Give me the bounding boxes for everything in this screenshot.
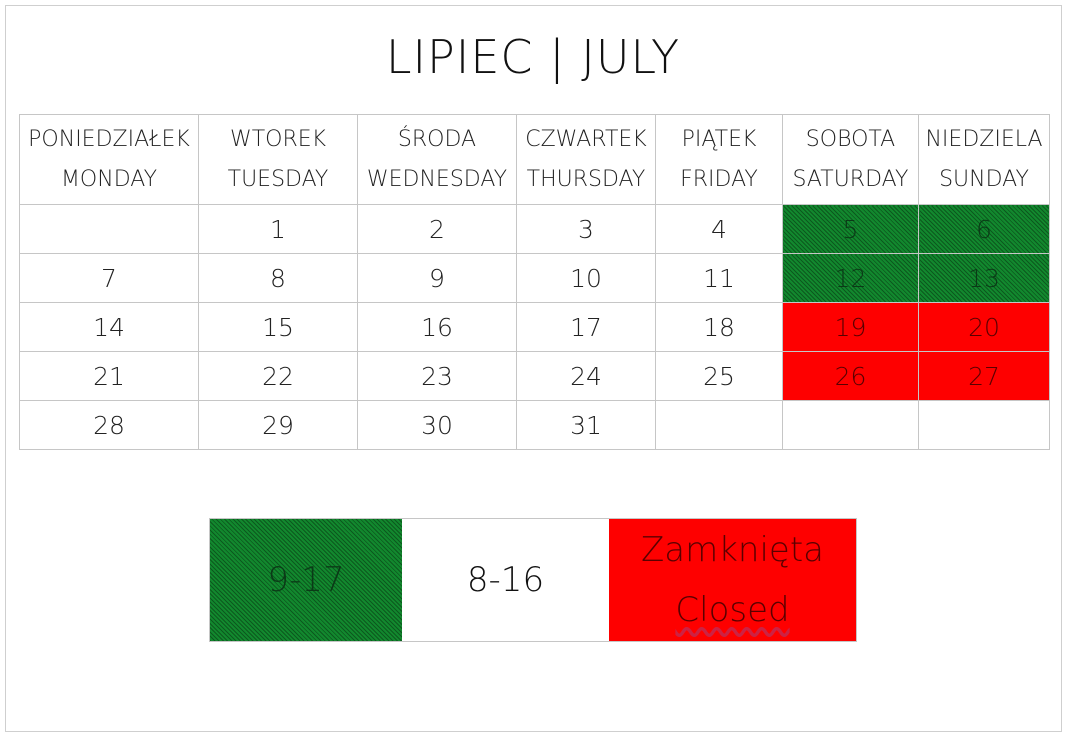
calendar-table: PONIEDZIAŁEK MONDAY WTOREK TUESDAY ŚRODA WE… (19, 114, 1050, 450)
legend-closed-pl: Zamknięta (640, 530, 824, 570)
day-cell: 30 (357, 400, 517, 450)
day-cell: 25 (655, 351, 783, 401)
day-cell: 23 (357, 351, 517, 401)
day-cell: 8 (198, 253, 358, 303)
header-monday: PONIEDZIAŁEK MONDAY (19, 114, 199, 205)
day-cell: 20 (918, 302, 1050, 352)
day-cell: 17 (516, 302, 656, 352)
day-cell: 5 (782, 204, 919, 254)
day-cell: 18 (655, 302, 783, 352)
page-title: LIPIEC | JULY (385, 30, 681, 84)
day-cell: 26 (782, 351, 919, 401)
header-saturday: SOBOTA SATURDAY (782, 114, 919, 205)
calendar-week-row: 21 22 23 24 25 26 27 (19, 351, 1050, 401)
legend-weekend-hours: 9-17 (210, 519, 402, 641)
day-cell: 11 (655, 253, 783, 303)
header-thursday: CZWARTEK THURSDAY (516, 114, 656, 205)
day-cell: 2 (357, 204, 517, 254)
day-cell (782, 400, 919, 450)
day-cell: 28 (19, 400, 199, 450)
calendar-week-row: 14 15 16 17 18 19 20 (19, 302, 1050, 352)
day-cell: 10 (516, 253, 656, 303)
day-cell: 29 (198, 400, 358, 450)
day-cell: 15 (198, 302, 358, 352)
day-cell: 27 (918, 351, 1050, 401)
calendar-week-row: 28 29 30 31 (19, 400, 1050, 450)
day-cell: 16 (357, 302, 517, 352)
weekday-header-row: PONIEDZIAŁEK MONDAY WTOREK TUESDAY ŚRODA WE… (19, 114, 1050, 205)
day-cell: 3 (516, 204, 656, 254)
legend-white-label: 8-16 (466, 560, 545, 600)
day-cell: 14 (19, 302, 199, 352)
day-cell: 24 (516, 351, 656, 401)
day-cell: 6 (918, 204, 1050, 254)
day-cell: 21 (19, 351, 199, 401)
day-cell: 22 (198, 351, 358, 401)
hours-legend: 9-17 8-16 Zamknięta Closed (209, 518, 857, 642)
day-cell (19, 204, 199, 254)
day-cell: 9 (357, 253, 517, 303)
day-cell: 4 (655, 204, 783, 254)
header-sunday: NIEDZIELA SUNDAY (918, 114, 1050, 205)
header-wednesday: ŚRODA WEDNESDAY (357, 114, 517, 205)
legend-closed: Zamknięta Closed (609, 519, 856, 641)
legend-weekday-hours: 8-16 (402, 519, 609, 641)
day-cell: 12 (782, 253, 919, 303)
legend-closed-en: Closed (675, 590, 790, 630)
day-cell: 19 (782, 302, 919, 352)
day-cell (655, 400, 783, 450)
day-cell: 7 (19, 253, 199, 303)
header-tuesday: WTOREK TUESDAY (198, 114, 358, 205)
day-cell (918, 400, 1050, 450)
header-friday: PIĄTEK FRIDAY (655, 114, 783, 205)
day-cell: 1 (198, 204, 358, 254)
day-cell: 31 (516, 400, 656, 450)
day-cell: 13 (918, 253, 1050, 303)
calendar-week-row: 7 8 9 10 11 12 13 (19, 253, 1050, 303)
legend-green-label: 9-17 (267, 560, 345, 600)
